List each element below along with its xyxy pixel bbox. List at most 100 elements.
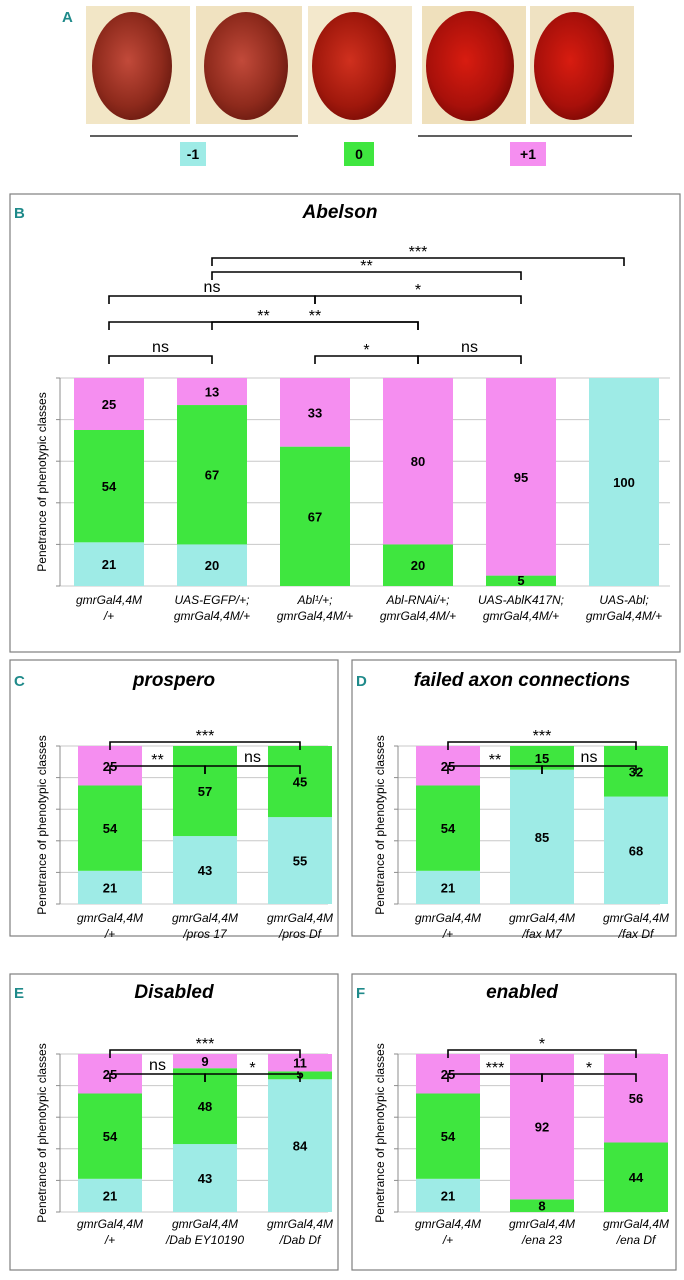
x-tick-label: /ena 23 [521,1233,562,1247]
bar-value-label: 20 [411,558,425,573]
panel-a: A [62,6,634,166]
bar-minus1-1 [173,836,237,904]
panel-b: B Abelson Penetrance of phenotypic classes… [9,193,681,653]
bar-value-label: 8 [538,1199,545,1214]
bar-value-label: 55 [293,854,307,869]
bar-0-0 [416,785,480,871]
legend-minus1: -1 [180,142,206,166]
bar-value-label: 57 [198,784,212,799]
bar-plus1-4 [486,378,556,576]
x-tick-label: UAS-Abl; [599,593,648,607]
panel-f-label: F [356,985,365,1002]
bar-value-label: 54 [441,821,456,836]
bar-value-label: 54 [441,1129,456,1144]
x-tick-label: /ena Df [616,1233,657,1247]
significance-label: *** [486,1060,505,1077]
significance-bracket [108,355,213,364]
bar-value-label: 56 [629,1091,643,1106]
bar-0-1 [173,746,237,837]
bar-value-label: 100 [613,475,635,490]
x-tick-label: /+ [442,927,453,941]
eye-image-2 [196,6,302,124]
significance-label: * [539,1036,545,1053]
bar-minus1-0 [78,1178,142,1212]
x-tick-label: /+ [442,1233,453,1247]
panel-f-frame [351,973,677,1271]
y-axis-label: Penetrance of phenotypic classes [35,392,49,571]
bar-value-label: 54 [102,479,117,494]
x-tick-label: /pros 17 [182,927,228,941]
significance-label: ** [257,308,269,325]
x-tick-label: Abl-RNAi/+; [385,593,449,607]
significance-label: ns [244,749,261,766]
bar-minus1-1 [177,544,247,586]
eye-image-3 [308,6,412,124]
significance-bracket [447,1049,637,1058]
bar-0-1 [177,405,247,545]
bar-value-label: 21 [102,557,116,572]
panel-d-frame [351,659,677,937]
significance-bracket [211,321,419,330]
panel-b-label: B [14,205,25,222]
eye-image-5 [530,6,634,124]
bar-value-label: 21 [103,880,117,895]
x-tick-label: gmrGal4,4M/+ [174,609,250,623]
bar-minus1-5 [589,378,659,586]
x-tick-label: gmrGal4,4M [172,1217,238,1231]
significance-label: *** [409,244,428,261]
x-tick-label: gmrGal4,4M [509,1217,575,1231]
bar-value-label: 21 [103,1188,117,1203]
x-tick-label: /pros Df [278,927,323,941]
panel-e-label: E [14,985,24,1002]
y-axis-label: Penetrance of phenotypic classes [373,1043,387,1222]
significance-label: *** [196,728,215,745]
x-tick-label: gmrGal4,4M [77,1217,143,1231]
bar-plus1-0 [74,378,144,430]
significance-bracket [109,741,301,750]
bar-plus1-2 [280,378,350,447]
bar-0-0 [78,785,142,871]
bar-0-0 [78,1093,142,1179]
significance-label: * [586,1060,592,1077]
significance-bracket [211,257,625,266]
bar-0-4 [486,575,556,586]
y-axis-label: Penetrance of phenotypic classes [373,735,387,914]
significance-label: *** [533,728,552,745]
panel-c-frame [9,659,339,937]
bar-value-label: 68 [629,843,643,858]
significance-label: ** [489,752,501,769]
bar-value-label: 85 [535,830,549,845]
x-tick-label: gmrGal4,4M [603,1217,669,1231]
bar-value-label: 84 [293,1139,308,1154]
bar-value-label: 9 [201,1054,208,1069]
bar-value-label: 80 [411,454,425,469]
legend-plus1: +1 [510,142,546,166]
x-tick-label: /Dab Df [279,1233,322,1247]
x-tick-label: gmrGal4,4M/+ [586,609,662,623]
bar-0-0 [416,1093,480,1179]
significance-label: ** [309,308,321,325]
panel-b-frame [9,193,681,653]
bar-value-label: 54 [103,1129,118,1144]
bar-value-label: 43 [198,863,212,878]
x-tick-label: UAS-EGFP/+; [174,593,249,607]
panel-e-frame [9,973,339,1271]
y-axis-label: Penetrance of phenotypic classes [35,735,49,914]
significance-bracket [541,765,637,774]
bar-value-label: 20 [205,558,219,573]
significance-bracket [447,741,637,750]
bar-0-1 [510,746,574,770]
bar-value-label: 21 [441,880,455,895]
significance-bracket [109,1049,301,1058]
bar-plus1-1 [177,378,247,406]
bar-minus1-2 [604,796,668,904]
bar-value-label: 44 [629,1170,644,1185]
x-tick-label: /fax M7 [521,927,563,941]
x-tick-label: gmrGal4,4M [509,911,575,925]
significance-bracket [204,765,301,774]
bar-value-label: 45 [293,775,307,790]
significance-bracket [211,271,522,280]
bar-minus1-0 [416,870,480,904]
